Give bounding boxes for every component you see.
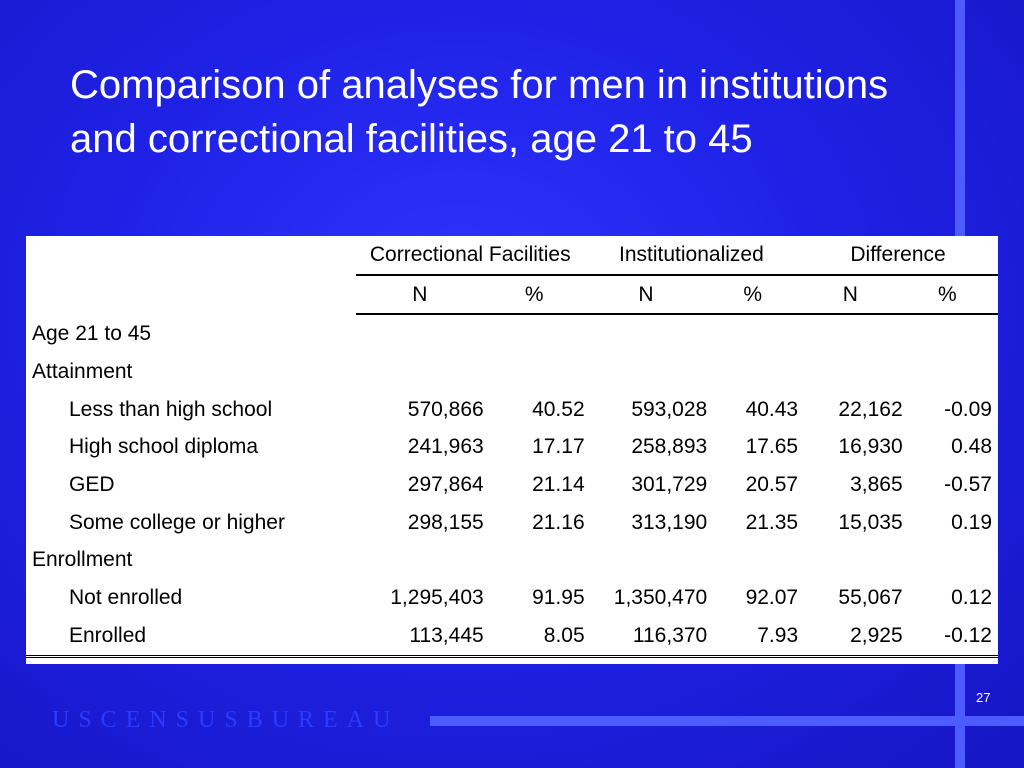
cell: 40.52 <box>532 397 585 421</box>
cell: 298,155 <box>407 510 484 534</box>
cell <box>798 314 903 353</box>
row-label: Attainment <box>32 359 133 383</box>
cell: 1,295,403 <box>390 586 484 610</box>
cell: 2,925 <box>798 616 903 658</box>
row-label: GED <box>69 472 115 496</box>
table-subheader-row: N % N % N % <box>26 274 998 316</box>
cell <box>484 542 585 580</box>
cell: 40.43 <box>745 397 799 421</box>
cell: 313,190 <box>631 510 708 534</box>
cell: -0.12 <box>902 616 998 658</box>
row-label: Enrollment <box>32 548 133 572</box>
header-institutionalized: Institutionalized <box>584 236 799 276</box>
cell: 258,893 <box>631 435 708 459</box>
cell <box>707 542 798 580</box>
cell: 15,035 <box>838 510 903 534</box>
cell <box>585 542 708 580</box>
row-label: Some college or higher <box>69 510 285 534</box>
cell: 21.35 <box>745 510 799 534</box>
cell: 0.48 <box>951 435 992 459</box>
cell <box>356 542 484 580</box>
cell <box>484 314 585 353</box>
table-row: Attainment <box>26 353 998 391</box>
cell <box>585 314 708 353</box>
cell: 16,930 <box>838 435 903 459</box>
cell: 241,963 <box>407 435 484 459</box>
row-label: Age 21 to 45 <box>32 321 152 345</box>
subheader-percent: % <box>902 274 998 316</box>
cell: 113,445 <box>355 616 484 658</box>
row-label: Enrolled <box>26 616 356 658</box>
cell <box>903 542 998 580</box>
cell: 21.14 <box>532 472 585 496</box>
subheader-n: N <box>798 274 903 316</box>
cell: 1,350,470 <box>613 586 708 610</box>
cell <box>798 353 903 391</box>
subheader-n: N <box>355 274 484 316</box>
cell: 3,865 <box>850 472 903 496</box>
table-group-header-row: Correctional Facilities Institutionalize… <box>26 236 998 276</box>
cell: 593,028 <box>631 397 708 421</box>
cell <box>356 353 484 391</box>
cell: 20.57 <box>745 472 799 496</box>
subheader-percent: % <box>483 274 585 316</box>
row-label: High school diploma <box>69 435 259 459</box>
cell: 55,067 <box>838 586 903 610</box>
cell: -0.09 <box>944 397 992 421</box>
cell <box>798 542 903 580</box>
cell <box>484 353 585 391</box>
table-row: Not enrolled 1,295,403 91.95 1,350,470 9… <box>26 579 998 617</box>
table-row: High school diploma 241,963 17.17 258,89… <box>26 428 998 466</box>
table-row: Some college or higher 298,155 21.16 313… <box>26 504 998 542</box>
header-difference: Difference <box>798 236 998 276</box>
cell <box>903 353 998 391</box>
cell <box>707 353 798 391</box>
cell: 21.16 <box>532 510 585 534</box>
cell: 0.12 <box>951 586 992 610</box>
cell: 8.05 <box>483 616 585 658</box>
table-row: GED 297,864 21.14 301,729 20.57 3,865 -0… <box>26 466 998 504</box>
cell: 7.93 <box>707 616 799 658</box>
cell: 297,864 <box>407 472 484 496</box>
cell: 92.07 <box>745 586 799 610</box>
cell: 17.17 <box>532 435 585 459</box>
table-row: Enrolled 113,445 8.05 116,370 7.93 2,925… <box>26 616 998 658</box>
cell: 91.95 <box>532 586 585 610</box>
cell: 0.19 <box>951 510 992 534</box>
cell: 570,866 <box>407 397 484 421</box>
row-label: Not enrolled <box>69 586 183 610</box>
subheader-percent: % <box>707 274 799 316</box>
comparison-table: Correctional Facilities Institutionalize… <box>26 236 998 658</box>
cell: 17.65 <box>745 435 799 459</box>
data-table-panel: Correctional Facilities Institutionalize… <box>26 236 998 664</box>
header-blank <box>26 236 356 275</box>
table-row: Less than high school 570,866 40.52 593,… <box>26 391 998 429</box>
subheader-blank <box>26 275 356 315</box>
subheader-n: N <box>584 274 708 316</box>
census-bureau-logo: USCENSUSBUREAU <box>52 707 400 733</box>
cell <box>903 314 998 353</box>
header-correctional-facilities: Correctional Facilities <box>355 236 585 276</box>
slide-title: Comparison of analyses for men in instit… <box>70 63 889 161</box>
cell: 301,729 <box>631 472 708 496</box>
cell: -0.57 <box>944 472 992 496</box>
cell <box>356 314 484 353</box>
cell: 116,370 <box>584 616 708 658</box>
decorative-horizontal-bar <box>430 716 1024 726</box>
row-label: Less than high school <box>69 397 273 421</box>
page-number: 27 <box>976 690 991 705</box>
table-row: Enrollment <box>26 542 998 580</box>
cell: 22,162 <box>838 397 903 421</box>
cell <box>707 314 798 353</box>
cell <box>585 353 708 391</box>
table-row: Age 21 to 45 <box>26 314 998 353</box>
